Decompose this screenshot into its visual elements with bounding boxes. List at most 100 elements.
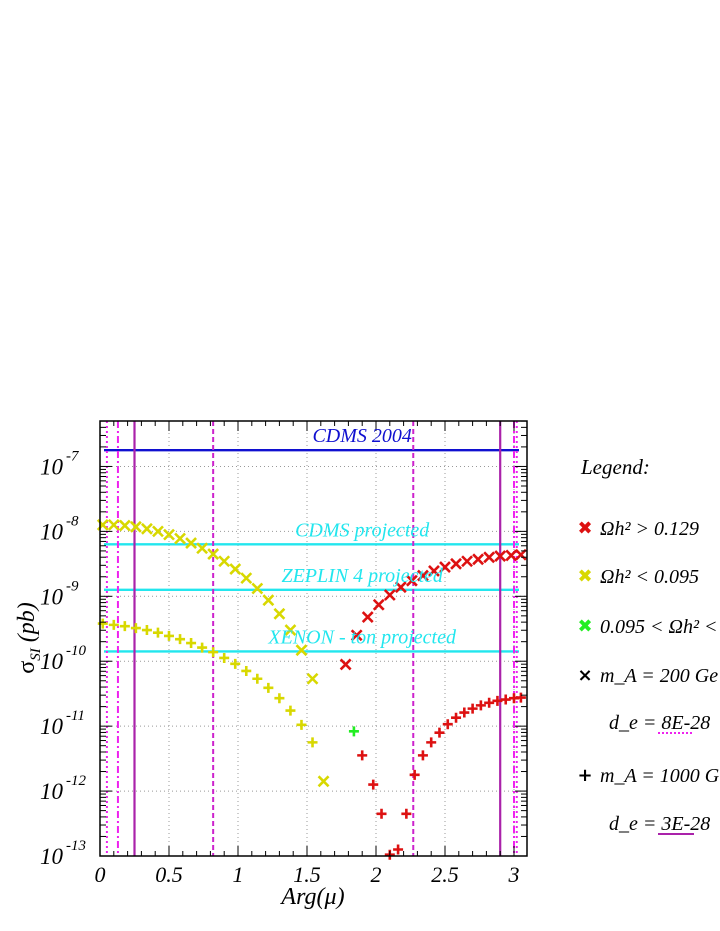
data-point — [417, 750, 428, 761]
y-tick-exponent: -13 — [66, 838, 86, 854]
data-point — [196, 542, 209, 555]
reference-line-label: XENON - ton projected — [267, 626, 457, 648]
legend-label: d_e = 3E-28 — [609, 813, 710, 835]
data-point — [505, 549, 518, 562]
data-point — [185, 537, 197, 549]
data-point — [129, 520, 142, 533]
data-point — [108, 619, 119, 630]
data-point — [141, 522, 153, 535]
data-point — [119, 621, 130, 632]
legend-symbol: ✖ — [577, 566, 592, 587]
data-point — [361, 611, 374, 623]
data-point — [317, 775, 330, 788]
data-point — [442, 719, 453, 730]
vertical-lines — [105, 421, 518, 856]
data-point — [263, 682, 274, 693]
x-tick-label: 2 — [371, 862, 382, 887]
data-point — [252, 673, 263, 684]
data-point — [152, 525, 164, 538]
data-point — [484, 697, 495, 708]
data-point — [357, 750, 368, 761]
data-point — [251, 582, 264, 595]
y-tick-label: 10 — [40, 714, 64, 739]
data-point — [439, 561, 451, 574]
data-point — [306, 672, 319, 685]
data-point — [240, 572, 253, 585]
data-points — [96, 518, 527, 860]
data-point — [350, 629, 363, 642]
legend-label: m_A = 1000 G — [600, 765, 720, 787]
axis-ticks — [99, 420, 527, 857]
data-point — [428, 565, 440, 577]
legend-label: Ωh² > 0.129 — [600, 518, 699, 540]
reference-line-label: ZEPLIN 4 projected — [281, 565, 443, 587]
y-tick-label: 10 — [40, 649, 64, 674]
y-tick-label: 10 — [40, 454, 64, 479]
reference-line-labels: CDMS 2004 CDMS projected ZEPLIN 4 projecte… — [267, 425, 457, 648]
data-point — [284, 624, 297, 636]
data-point — [274, 693, 285, 704]
data-point — [451, 712, 462, 723]
data-point — [434, 727, 445, 738]
x-axis-label: Arg(μ) — [279, 884, 344, 910]
y-tick-exponent: -8 — [66, 513, 79, 529]
data-point — [164, 630, 174, 641]
x-tick-label: 1.5 — [293, 862, 321, 887]
data-point — [295, 644, 308, 657]
y-tick-label: 10 — [40, 779, 64, 804]
data-point — [197, 642, 208, 653]
x-tick-label: 2.5 — [431, 862, 459, 887]
data-point — [230, 658, 241, 669]
data-point — [175, 634, 186, 645]
legend-label: d_e = 8E-28 — [609, 712, 710, 734]
y-tick-exponent: -11 — [66, 708, 85, 724]
data-point — [348, 726, 359, 737]
y-tick-exponent: -9 — [66, 578, 79, 594]
legend: Legend: ✖ Ωh² > 0.129 ✖ Ωh² < 0.095 ✖ 0.095 < … — [577, 455, 720, 835]
data-point — [483, 551, 496, 564]
data-point — [450, 557, 462, 570]
data-point — [241, 665, 252, 676]
data-point — [426, 737, 437, 748]
data-point — [107, 518, 120, 531]
data-point — [401, 808, 412, 819]
data-point — [118, 519, 131, 532]
x-tick-label: 0 — [95, 862, 106, 887]
data-point — [472, 553, 485, 566]
data-point — [405, 574, 418, 587]
legend-symbol: + — [577, 765, 592, 786]
x-tick-label: 0.5 — [155, 862, 183, 887]
data-point — [207, 548, 220, 561]
data-point — [467, 703, 478, 714]
legend-label: Ωh² < 0.095 — [600, 566, 699, 588]
data-point — [163, 528, 175, 541]
data-point — [459, 707, 470, 718]
reference-lines — [104, 449, 519, 653]
data-point — [383, 589, 396, 601]
legend-symbol: ✖ — [577, 616, 592, 637]
x-tick-labels: 0 0.5 1 1.5 2 2.5 3 — [95, 862, 520, 887]
data-point — [262, 594, 275, 607]
data-point — [475, 700, 486, 711]
data-point — [219, 652, 230, 663]
data-point — [409, 769, 420, 780]
legend-title: Legend: — [580, 455, 650, 479]
legend-label: 0.095 < Ωh² < — [600, 616, 717, 638]
grid — [100, 421, 527, 856]
data-point — [152, 627, 163, 638]
x-tick-label: 1 — [233, 862, 244, 887]
data-point — [515, 692, 526, 703]
legend-symbol: × — [577, 665, 592, 686]
legend-symbol: ✖ — [577, 518, 592, 539]
data-point — [372, 598, 385, 611]
data-point — [285, 705, 296, 716]
data-point — [186, 638, 197, 649]
data-point — [130, 623, 141, 634]
y-tick-label: 10 — [40, 844, 64, 869]
data-point — [296, 719, 307, 730]
data-point — [229, 563, 242, 575]
x-tick-label: 3 — [508, 862, 520, 887]
data-point — [494, 550, 507, 562]
